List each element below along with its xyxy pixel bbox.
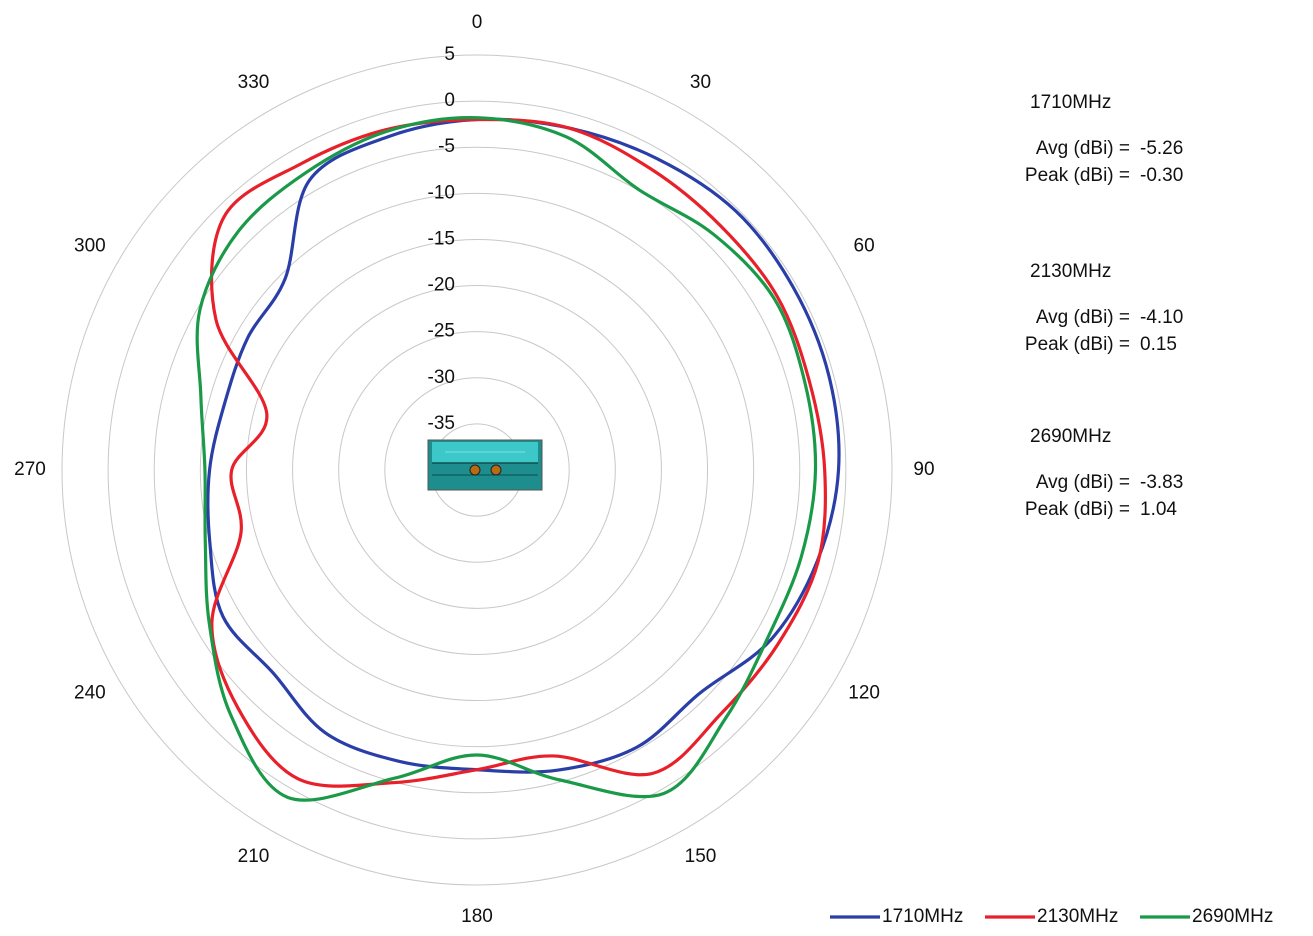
avg-value: -4.10 bbox=[1140, 307, 1183, 328]
series-lines bbox=[195, 116, 841, 802]
r-tick-label: -25 bbox=[428, 321, 455, 342]
device-connector bbox=[469, 464, 481, 476]
avg-label: Avg (dBi) = bbox=[1036, 138, 1130, 159]
grid-ring bbox=[384, 377, 570, 563]
avg-label: Avg (dBi) = bbox=[1036, 472, 1130, 493]
r-tick-label: -20 bbox=[428, 275, 455, 296]
theta-tick-label: 30 bbox=[690, 72, 711, 93]
r-tick-label: -5 bbox=[438, 136, 455, 157]
stats-title: 1710MHz bbox=[1030, 92, 1111, 113]
r-tick-label: 5 bbox=[444, 44, 455, 65]
labels: -35-30-25-20-15-10-505030609012015018021… bbox=[14, 12, 1273, 927]
r-tick-label: -35 bbox=[428, 413, 455, 434]
avg-label: Avg (dBi) = bbox=[1036, 307, 1130, 328]
rings bbox=[61, 54, 893, 886]
theta-tick-label: 120 bbox=[848, 683, 880, 704]
grid-ring bbox=[199, 192, 755, 748]
peak-label: Peak (dBi) = bbox=[1025, 165, 1130, 186]
peak-value: 1.04 bbox=[1140, 499, 1177, 520]
avg-value: -3.83 bbox=[1140, 472, 1183, 493]
device-image bbox=[427, 439, 543, 491]
grid-ring bbox=[107, 100, 847, 840]
grid-ring bbox=[338, 331, 616, 609]
avg-value: -5.26 bbox=[1140, 138, 1183, 159]
peak-label: Peak (dBi) = bbox=[1025, 334, 1130, 355]
series-line bbox=[209, 117, 827, 788]
peak-value: -0.30 bbox=[1140, 165, 1183, 186]
theta-tick-label: 210 bbox=[238, 846, 270, 867]
theta-tick-label: 0 bbox=[472, 12, 483, 33]
legend-label: 1710MHz bbox=[882, 906, 963, 927]
peak-label: Peak (dBi) = bbox=[1025, 499, 1130, 520]
theta-tick-label: 330 bbox=[238, 72, 270, 93]
theta-tick-label: 240 bbox=[74, 683, 106, 704]
device-connector bbox=[490, 464, 502, 476]
peak-value: 0.15 bbox=[1140, 334, 1177, 355]
stats-title: 2690MHz bbox=[1030, 426, 1111, 447]
series-line bbox=[195, 116, 818, 802]
theta-tick-label: 60 bbox=[854, 236, 875, 257]
grid-ring bbox=[292, 285, 662, 655]
legend-label: 2690MHz bbox=[1192, 906, 1273, 927]
theta-tick-label: 90 bbox=[913, 459, 934, 480]
theta-tick-label: 150 bbox=[685, 846, 717, 867]
legend-label: 2130MHz bbox=[1037, 906, 1118, 927]
stats-title: 2130MHz bbox=[1030, 261, 1111, 282]
grid-ring bbox=[153, 146, 801, 794]
grid-ring bbox=[61, 54, 893, 886]
theta-tick-label: 300 bbox=[74, 236, 106, 257]
r-tick-label: 0 bbox=[444, 90, 455, 111]
grid-ring bbox=[245, 238, 709, 702]
r-tick-label: -30 bbox=[428, 367, 455, 388]
r-tick-label: -10 bbox=[428, 182, 455, 203]
r-tick-label: -15 bbox=[428, 228, 455, 249]
series-line bbox=[206, 117, 841, 774]
theta-tick-label: 180 bbox=[461, 906, 493, 927]
theta-tick-label: 270 bbox=[14, 459, 46, 480]
